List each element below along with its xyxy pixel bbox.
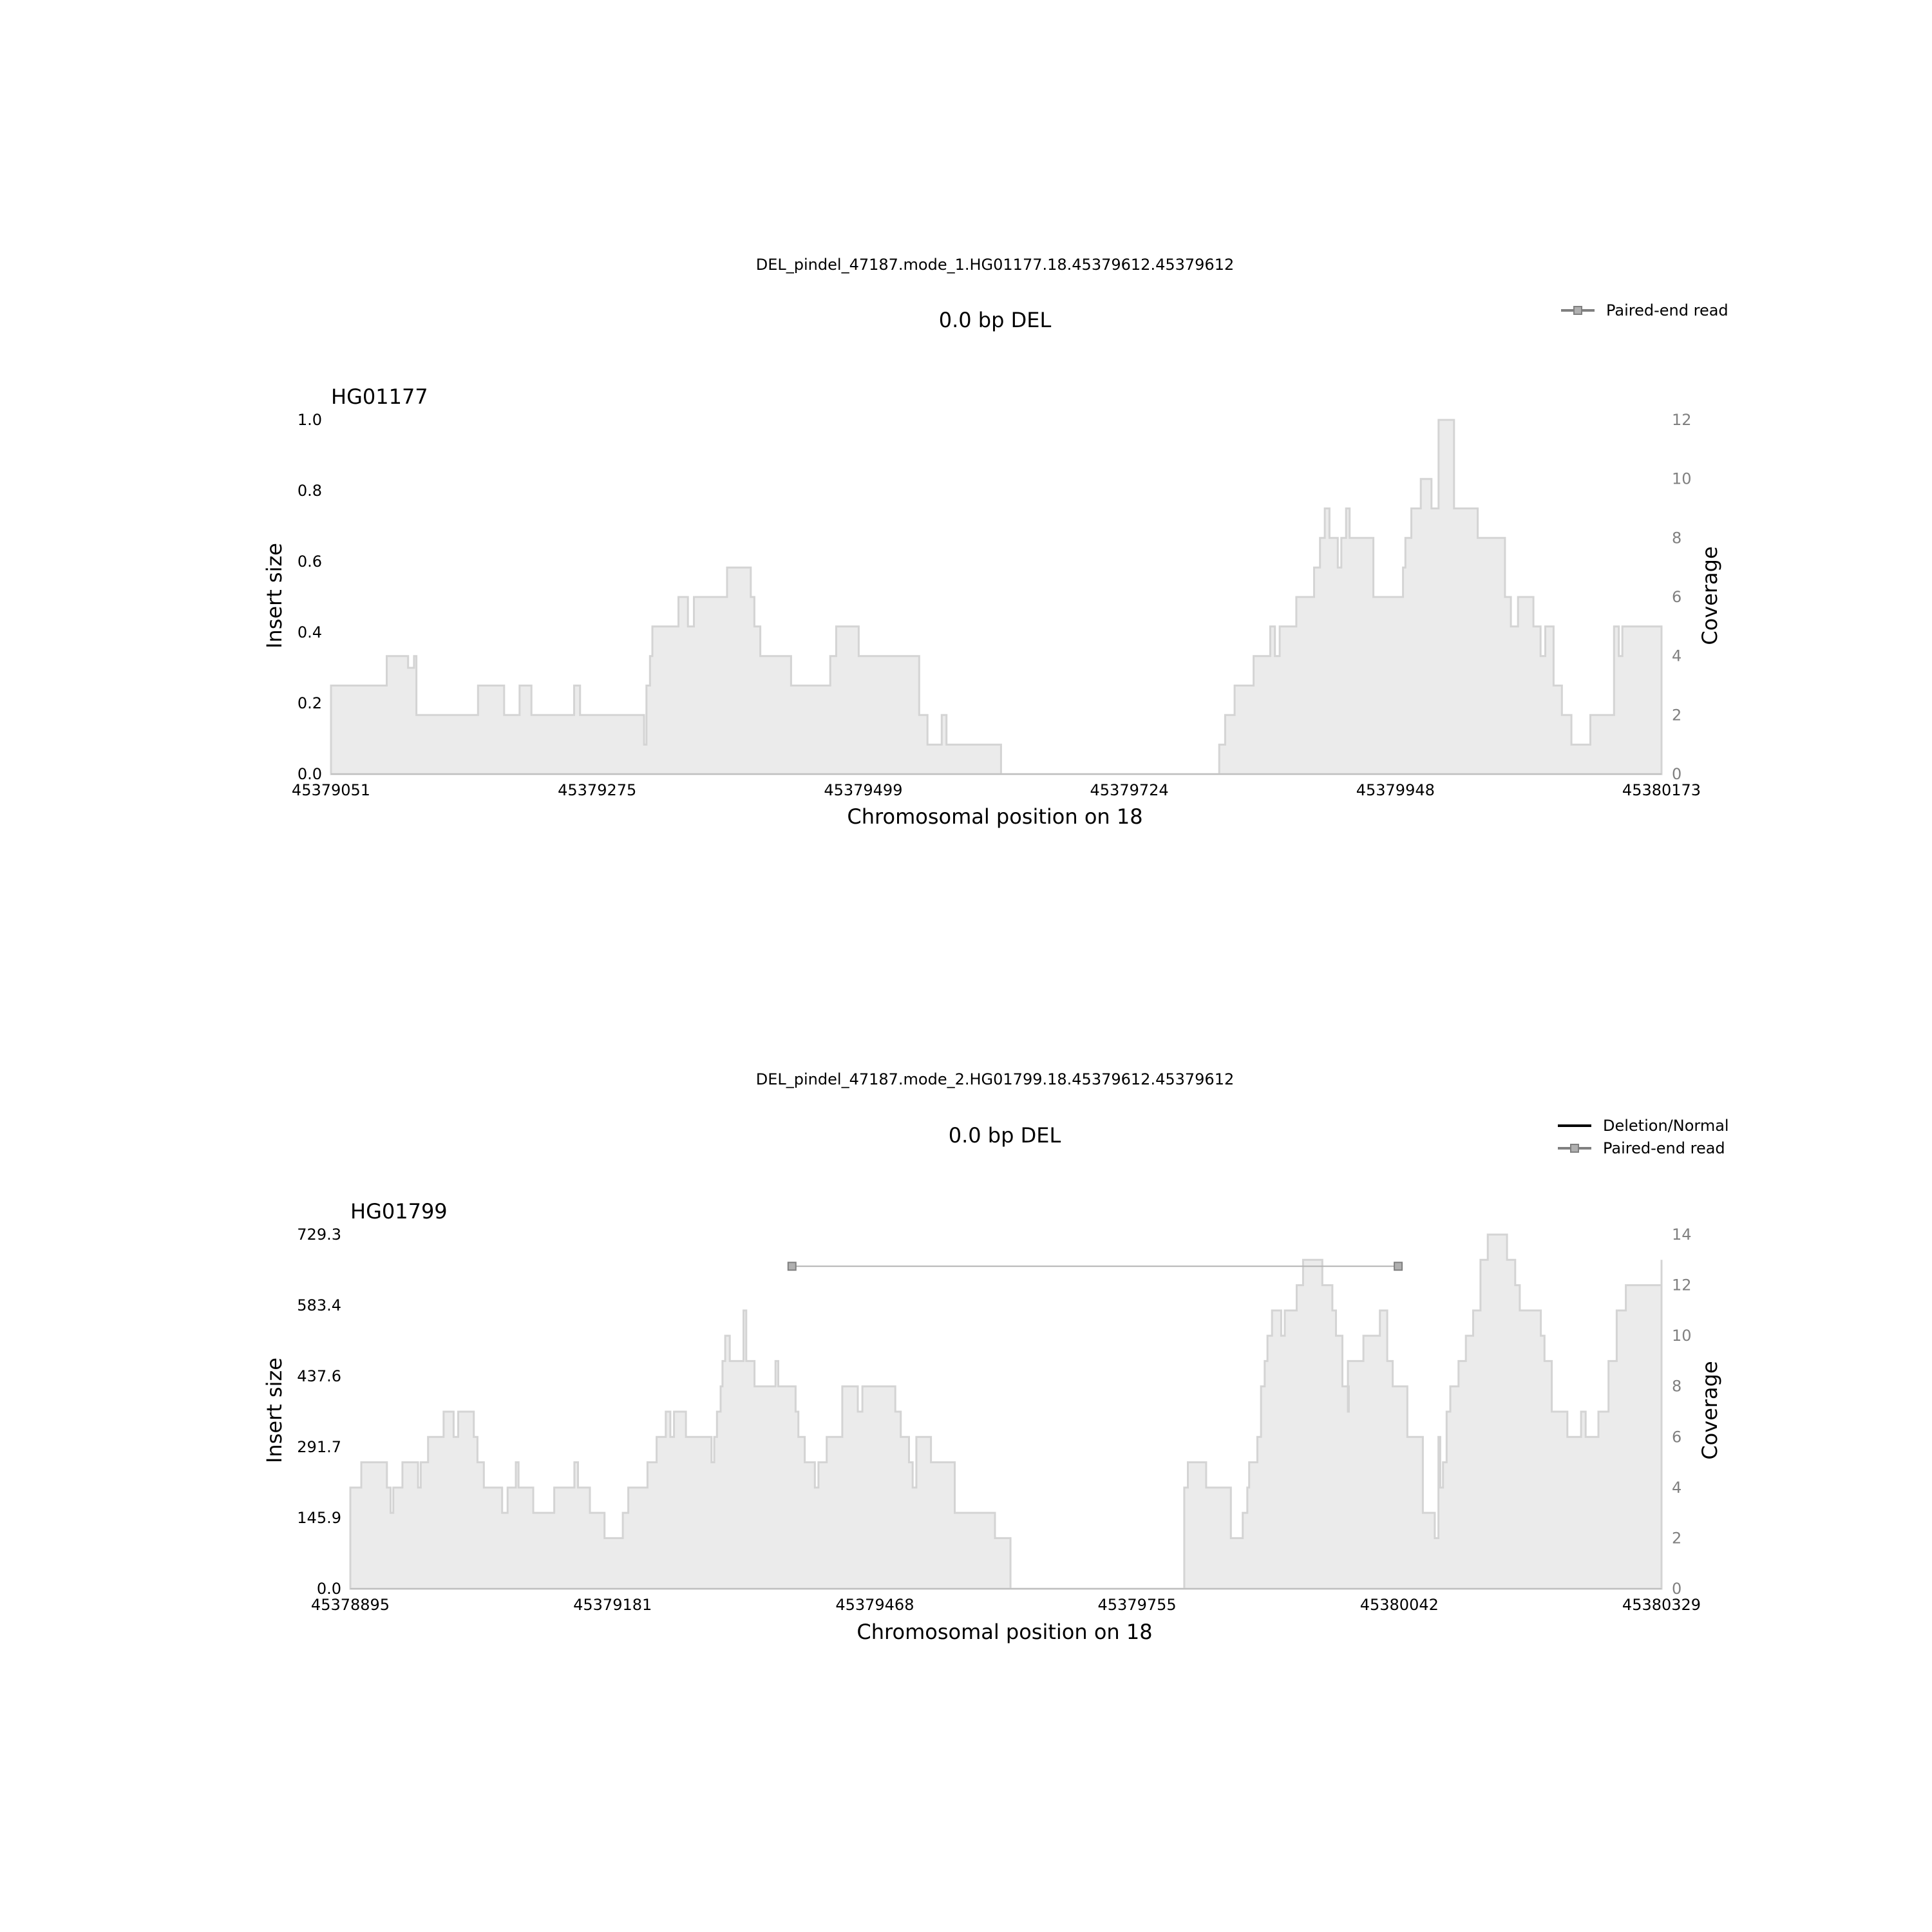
y2-tick-label: 0 bbox=[1672, 765, 1681, 783]
x-tick-label: 45378895 bbox=[311, 1596, 390, 1614]
legend-paired-marker bbox=[1570, 1144, 1579, 1153]
y2-tick-label: 14 bbox=[1672, 1226, 1692, 1244]
y2-tick-label: 4 bbox=[1672, 1479, 1681, 1497]
paired-read-marker bbox=[1394, 1262, 1403, 1271]
y2-axis-label: Coverage bbox=[1698, 546, 1722, 645]
y2-tick-label: 2 bbox=[1672, 706, 1681, 724]
legend: Paired-end read bbox=[1561, 301, 1728, 319]
x-tick-label: 45379181 bbox=[573, 1596, 652, 1614]
y-tick-label: 0.4 bbox=[298, 623, 322, 641]
x-tick-label: 45380173 bbox=[1622, 781, 1701, 799]
x-tick-label: 45379468 bbox=[835, 1596, 914, 1614]
legend-label: Paired-end read bbox=[1606, 301, 1728, 319]
x-tick-label: 45379948 bbox=[1356, 781, 1435, 799]
y-tick-label: 145.9 bbox=[297, 1509, 341, 1527]
chart-title: 0.0 bp DEL bbox=[939, 308, 1052, 332]
y-axis-label: Insert size bbox=[262, 543, 287, 649]
y2-tick-label: 4 bbox=[1672, 647, 1681, 665]
panel-hg01799: DEL_pindel_47187.mode_2.HG01799.18.45379… bbox=[262, 1070, 1729, 1644]
paired-read-marker bbox=[787, 1262, 797, 1271]
sample-label: HG01799 bbox=[350, 1199, 448, 1224]
y-tick-label: 437.6 bbox=[297, 1367, 341, 1385]
coverage-area bbox=[330, 419, 1663, 775]
y-tick-label: 1.0 bbox=[298, 411, 322, 429]
y-tick-label: 0.0 bbox=[298, 765, 322, 783]
y2-tick-label: 8 bbox=[1672, 529, 1681, 547]
coverage-area bbox=[349, 1233, 1663, 1590]
y2-tick-label: 6 bbox=[1672, 1428, 1681, 1446]
sample-label: HG01177 bbox=[331, 384, 428, 409]
coverage-step bbox=[330, 419, 1663, 775]
y-tick-label: 583.4 bbox=[297, 1296, 341, 1314]
y2-tick-label: 12 bbox=[1672, 411, 1692, 429]
y2-axis-label: Coverage bbox=[1698, 1361, 1722, 1459]
x-tick-label: 45379275 bbox=[558, 781, 636, 799]
y-tick-label: 0.8 bbox=[298, 482, 322, 500]
legend-label: Paired-end read bbox=[1603, 1139, 1725, 1157]
chart-title: 0.0 bp DEL bbox=[949, 1123, 1061, 1148]
figure-title: DEL_pindel_47187.mode_1.HG01177.18.45379… bbox=[756, 256, 1234, 274]
axes: 45378895 45379181 45379468 45379755 45380042… bbox=[297, 1226, 1701, 1614]
paired-reads bbox=[787, 1262, 1403, 1271]
axes: 45379051 45379275 45379499 45379724 45379948… bbox=[292, 411, 1701, 799]
y2-tick-label: 2 bbox=[1672, 1529, 1681, 1547]
legend-label: Deletion/Normal bbox=[1603, 1117, 1729, 1135]
y2-tick-label: 12 bbox=[1672, 1276, 1692, 1294]
figure-title: DEL_pindel_47187.mode_2.HG01799.18.45379… bbox=[756, 1070, 1234, 1088]
x-axis-label: Chromosomal position on 18 bbox=[857, 1620, 1152, 1644]
legend: Deletion/Normal Paired-end read bbox=[1558, 1117, 1729, 1157]
x-tick-label: 45380329 bbox=[1622, 1596, 1701, 1614]
y2-tick-label: 10 bbox=[1672, 470, 1692, 488]
legend-paired-marker bbox=[1573, 306, 1582, 315]
x-tick-label: 45379051 bbox=[292, 781, 370, 799]
x-tick-label: 45379499 bbox=[824, 781, 902, 799]
panel-hg01177: DEL_pindel_47187.mode_1.HG01177.18.45379… bbox=[262, 256, 1728, 829]
x-tick-label: 45380042 bbox=[1360, 1596, 1439, 1614]
y-tick-label: 291.7 bbox=[297, 1438, 341, 1456]
y-axis-label: Insert size bbox=[262, 1358, 287, 1463]
y-tick-label: 729.3 bbox=[297, 1226, 341, 1244]
y-tick-label: 0.6 bbox=[298, 553, 322, 571]
x-tick-label: 45379755 bbox=[1098, 1596, 1177, 1614]
y2-tick-label: 10 bbox=[1672, 1327, 1692, 1345]
x-tick-label: 45379724 bbox=[1090, 781, 1169, 799]
y-tick-label: 0.0 bbox=[317, 1580, 341, 1598]
y-tick-label: 0.2 bbox=[298, 694, 322, 712]
x-axis-label: Chromosomal position on 18 bbox=[847, 804, 1142, 829]
y2-tick-label: 8 bbox=[1672, 1378, 1681, 1396]
y2-tick-label: 6 bbox=[1672, 588, 1681, 606]
y2-tick-label: 0 bbox=[1672, 1580, 1681, 1598]
coverage-step bbox=[349, 1233, 1663, 1590]
